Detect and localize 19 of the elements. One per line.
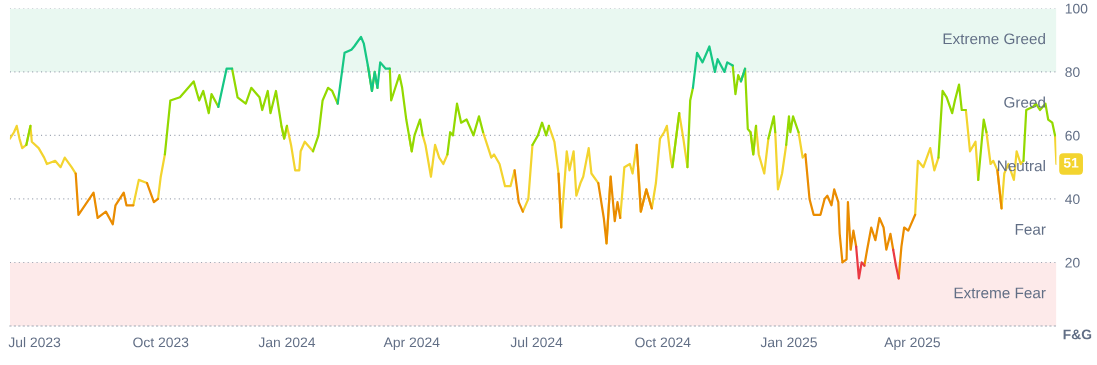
annotation: 51	[1063, 158, 1079, 168]
x-tick-label: Oct 2024	[635, 337, 691, 348]
x-tick-label: Oct 2023	[133, 337, 189, 348]
y-tick-label: 60	[1065, 130, 1080, 141]
y-axis-title: F&G	[1063, 329, 1092, 340]
x-tick-label: Apr 2025	[884, 337, 940, 350]
annotation: Greed	[1004, 96, 1045, 108]
band-label: Extreme Greed	[943, 33, 1045, 45]
x-tick-label: Jan 2025	[760, 337, 817, 348]
y-tick-label: 20	[1065, 257, 1080, 268]
x-tick-label: Jul 2023	[8, 337, 61, 348]
y-tick-label: 80	[1065, 67, 1080, 78]
x-tick-label: Jul 2024	[510, 337, 563, 348]
band-label: Extreme Fear	[954, 287, 1046, 299]
annotation: Fear	[1015, 224, 1046, 235]
x-tick-label: Apr 2024	[383, 337, 440, 350]
x-tick-label: Jan 2024	[258, 337, 316, 348]
y-tick-label: 100	[1065, 3, 1088, 14]
y-tick-label: 40	[1065, 194, 1080, 205]
